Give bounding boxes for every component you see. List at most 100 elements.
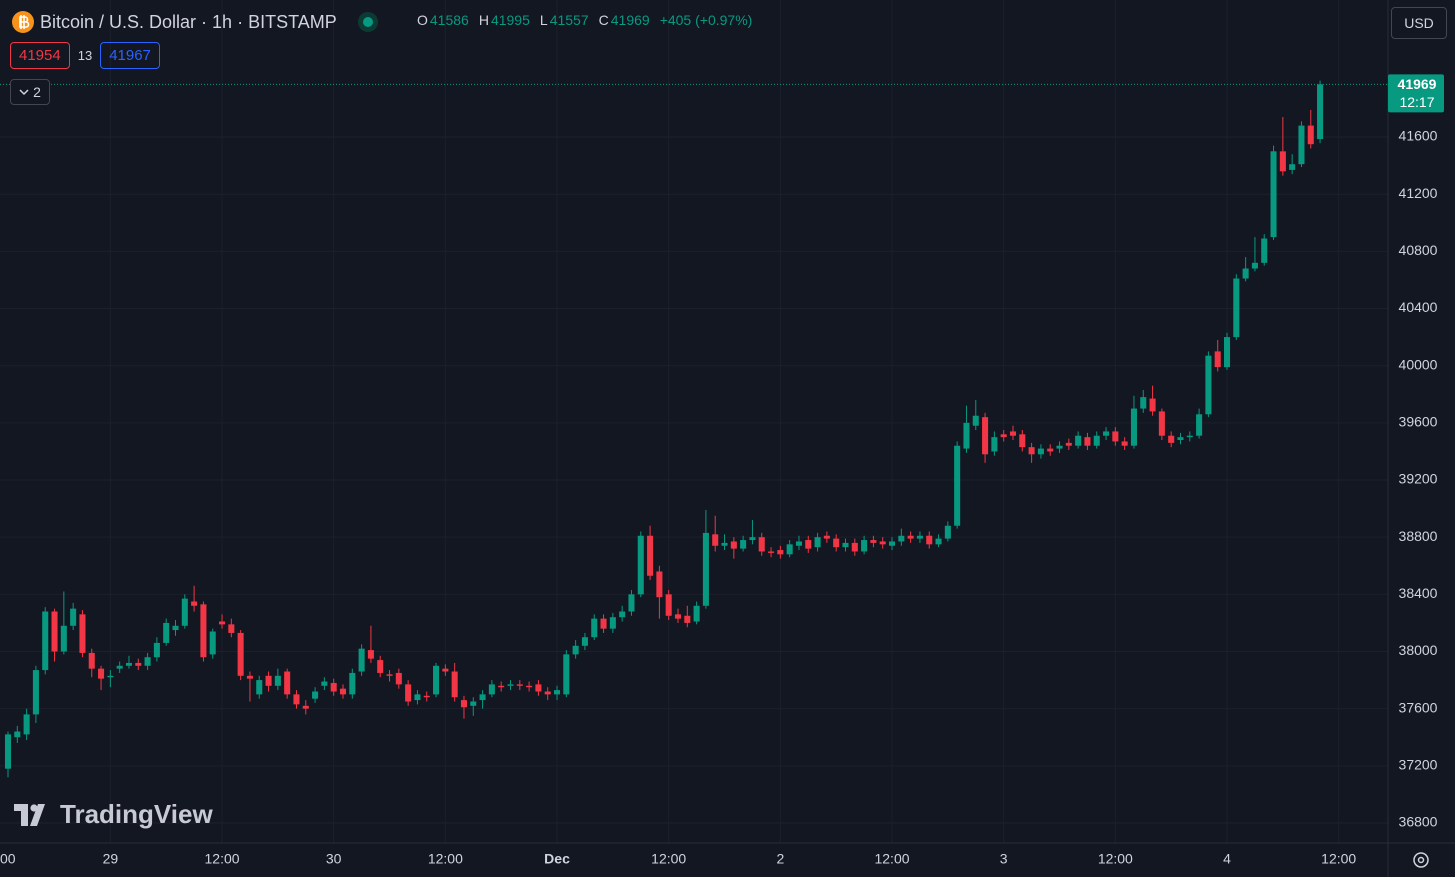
candle-body <box>702 532 709 606</box>
bid-price[interactable]: 41954 <box>10 42 70 69</box>
candle-body <box>1103 431 1110 436</box>
candle-body <box>98 668 105 679</box>
indicators-count: 2 <box>33 84 41 100</box>
candle-body <box>1065 442 1072 446</box>
candle-body <box>405 684 412 702</box>
candle-body <box>1270 151 1277 238</box>
candle-body <box>544 691 551 695</box>
candle-body <box>926 535 933 545</box>
candle-body <box>88 652 95 669</box>
candle-body <box>367 650 374 659</box>
candle-body <box>572 645 579 655</box>
candle-body <box>144 657 151 666</box>
candle-body <box>730 541 737 549</box>
candle-body <box>870 540 877 543</box>
candle-body <box>1196 414 1203 436</box>
candle-body <box>1317 84 1324 140</box>
candle-body <box>665 594 672 616</box>
candle-body <box>935 538 942 545</box>
candle-body <box>1028 447 1035 455</box>
low-value: 41557 <box>549 12 589 28</box>
ohlc-values: O 41586 H 41995 L 41557 C 41969 +405 (+0.97%… <box>417 12 760 28</box>
symbol-title: Bitcoin / U.S. Dollar · 1h · BITSTAMP <box>40 11 337 32</box>
candle-body <box>479 694 486 701</box>
symbol-header[interactable]: Bitcoin / U.S. Dollar · 1h · BITSTAMP <box>12 10 379 34</box>
quote: 41954 13 41967 <box>10 42 160 69</box>
candle-body <box>200 604 207 658</box>
candle-body <box>274 675 281 686</box>
candle-body <box>1289 164 1296 170</box>
x-tick-label: 30 <box>326 851 342 867</box>
y-tick-label: 40800 <box>1399 242 1438 258</box>
candle-body <box>1149 398 1156 412</box>
x-tick-label: Dec <box>544 851 570 867</box>
candle-body <box>749 537 756 541</box>
candle-body <box>684 615 691 623</box>
candle-body <box>1242 268 1249 279</box>
change-value: +405 (+0.97%) <box>659 12 753 28</box>
y-tick-label: 37200 <box>1399 757 1438 773</box>
candle-body <box>265 675 272 686</box>
candle-body <box>460 700 467 708</box>
x-tick-label: 00 <box>0 851 16 867</box>
y-tick-label: 41200 <box>1399 185 1438 201</box>
ohlc-label: O <box>417 12 428 28</box>
candle-body <box>814 537 821 548</box>
candle-body <box>647 535 654 576</box>
candle-body <box>526 685 533 688</box>
ohlc-label: H <box>478 12 489 28</box>
indicators-toggle[interactable]: 2 <box>10 79 50 105</box>
candle-body <box>712 534 719 546</box>
candle-body <box>488 684 495 695</box>
candle-body <box>907 535 914 539</box>
candle-body <box>833 538 840 548</box>
candle-body <box>191 601 198 606</box>
bitcoin-icon <box>12 11 34 33</box>
currency-label: USD <box>1404 15 1434 31</box>
candle-body <box>339 688 347 695</box>
candle-body <box>4 734 12 769</box>
x-tick-label: 4 <box>1223 851 1231 867</box>
candle-body <box>163 622 170 643</box>
candle-body <box>23 714 30 735</box>
ask-price[interactable]: 41967 <box>100 42 160 69</box>
candle-body <box>153 642 160 658</box>
candle-body <box>553 690 561 695</box>
candle-body <box>1205 355 1212 415</box>
candle-body <box>1298 125 1305 165</box>
candle-body <box>321 681 328 686</box>
candle-body <box>1177 437 1184 441</box>
candle-body <box>1130 408 1137 446</box>
candle-body <box>246 675 253 679</box>
candle-body <box>330 682 337 692</box>
candle-body <box>1000 434 1007 438</box>
candle-body <box>721 542 728 546</box>
candle-body <box>1084 437 1091 446</box>
candle-body <box>1019 434 1026 448</box>
candle-body <box>507 684 514 686</box>
candle-body <box>581 637 588 646</box>
candle-body <box>70 608 77 626</box>
candle-body <box>1168 435 1175 443</box>
candle-body <box>619 611 626 618</box>
candle-body <box>879 541 886 545</box>
candle-body <box>451 671 458 698</box>
candle-body <box>1075 435 1082 446</box>
candle-body <box>1009 431 1017 436</box>
candle-body <box>516 684 523 686</box>
candle-body <box>963 422 970 449</box>
candle-body <box>312 691 319 699</box>
currency-button[interactable]: USD <box>1391 7 1447 39</box>
candle-body <box>79 614 86 653</box>
candle-body <box>1112 431 1119 442</box>
chevron-icon <box>19 89 29 96</box>
candle-body <box>14 731 21 738</box>
y-tick-label: 39200 <box>1399 471 1438 487</box>
candle-body <box>237 632 244 676</box>
settings-icon[interactable] <box>1413 852 1429 868</box>
candle-body <box>916 535 923 539</box>
candle-body <box>656 571 663 598</box>
